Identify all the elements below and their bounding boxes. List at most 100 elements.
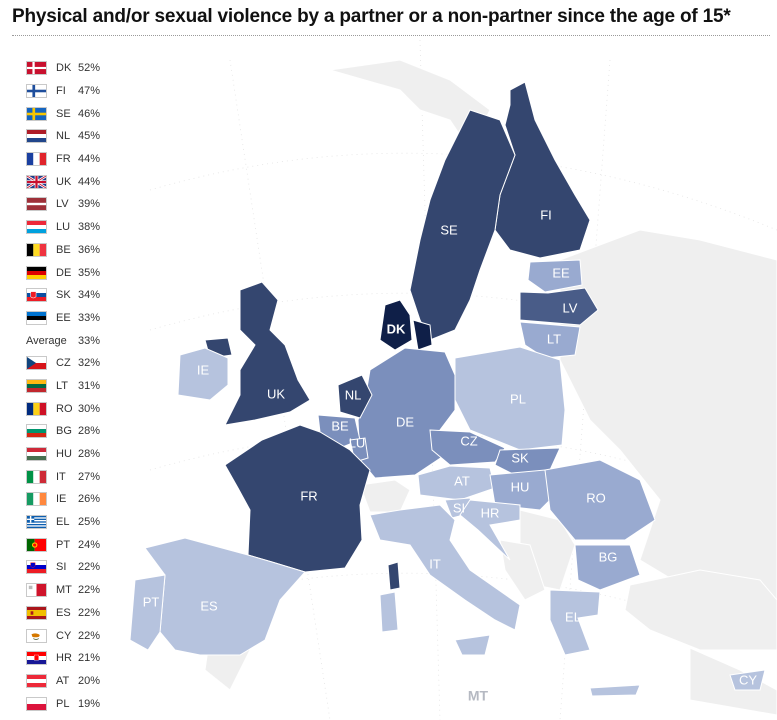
map-label-it: IT <box>429 556 441 571</box>
legend-value: 35% <box>78 266 101 279</box>
legend-country-code: DE <box>56 266 72 279</box>
legend-row: HU 28% <box>26 443 136 466</box>
region-ee[interactable] <box>527 259 583 293</box>
region-sicily[interactable] <box>454 634 491 656</box>
legend-country-code: SK <box>56 289 71 302</box>
flag-es-icon <box>26 605 47 620</box>
legend-value: 32% <box>78 357 101 370</box>
region-crete[interactable] <box>589 684 641 697</box>
legend-country-code: LT <box>56 379 69 392</box>
map-label-lv: LV <box>563 300 578 315</box>
map-label-es: ES <box>200 598 218 613</box>
flag-at-icon <box>26 673 47 688</box>
legend-list: DK 52% FI 47% SE 46% NL 45% FR 44% UK 44% LV 39% LU 38%… <box>26 57 136 715</box>
region-pl[interactable] <box>454 346 566 451</box>
legend-row: HR 21% <box>26 647 136 670</box>
region-cy[interactable] <box>729 669 766 691</box>
map-labels: FI SE EE LV LT DK PL DE NL BE LU UK IE F… <box>143 207 758 703</box>
legend-row: SI 22% <box>26 556 136 579</box>
legend-country-code: IT <box>56 470 66 483</box>
legend-value: 25% <box>78 516 101 529</box>
legend-value: 26% <box>78 493 101 506</box>
region-el[interactable] <box>549 589 601 656</box>
legend-row: ES 22% <box>26 602 136 625</box>
legend-country-code: UK <box>56 175 72 188</box>
legend-country-code: SE <box>56 107 71 120</box>
flag-nl-icon <box>26 129 47 144</box>
flag-cy-icon <box>26 628 47 643</box>
flag-cz-icon <box>26 356 47 371</box>
region-cz[interactable] <box>429 429 506 466</box>
legend-row: MT 22% <box>26 579 136 602</box>
region-ie[interactable] <box>177 347 229 401</box>
legend-country-code: FI <box>56 85 66 98</box>
legend-row: DE 35% <box>26 261 136 284</box>
region-fr[interactable] <box>224 424 371 573</box>
map-label-sk: SK <box>511 450 529 465</box>
legend-country-code: MT <box>56 584 72 597</box>
map-label-si: SI <box>453 500 465 515</box>
legend-row: SK 34% <box>26 284 136 307</box>
map-label-mt: MT <box>468 688 489 704</box>
chart-title: Physical and/or sexual violence by a par… <box>12 6 731 27</box>
legend-value: 39% <box>78 198 101 211</box>
region-de[interactable] <box>357 347 456 479</box>
map-label-lt: LT <box>547 331 561 346</box>
map-label-pt: PT <box>143 594 160 609</box>
legend-country-code: PL <box>56 697 70 710</box>
map-label-fr: FR <box>300 488 317 503</box>
region-se[interactable] <box>409 109 516 341</box>
legend-country-code: CY <box>56 629 72 642</box>
legend-country-code: RO <box>56 402 73 415</box>
region-sardinia[interactable] <box>379 591 399 633</box>
region-ro[interactable] <box>544 459 656 541</box>
legend-value: 47% <box>78 85 101 98</box>
legend-row: AT 20% <box>26 670 136 693</box>
legend-row: RO 30% <box>26 397 136 420</box>
region-lt[interactable] <box>519 321 581 359</box>
flag-de-icon <box>26 265 47 280</box>
flag-hu-icon <box>26 447 47 462</box>
region-lv[interactable] <box>519 287 599 326</box>
legend-value: 19% <box>78 697 101 710</box>
region-it[interactable] <box>369 504 521 631</box>
legend-row: FR 44% <box>26 148 136 171</box>
region-corsica[interactable] <box>387 561 401 591</box>
flag-ro-icon <box>26 401 47 416</box>
map-label-ro: RO <box>586 490 606 505</box>
legend-country-code: NL <box>56 130 71 143</box>
map-label-hr: HR <box>481 505 500 520</box>
flag-pl-icon <box>26 696 47 711</box>
legend-value: 22% <box>78 629 101 642</box>
legend-row: BG 28% <box>26 420 136 443</box>
region-bg[interactable] <box>574 544 641 591</box>
map-label-fi: FI <box>540 207 552 222</box>
flag-be-icon <box>26 242 47 257</box>
region-pt[interactable] <box>129 574 166 651</box>
legend-row: LV 39% <box>26 193 136 216</box>
region-uk[interactable] <box>224 281 311 426</box>
legend-country-code: HR <box>56 652 72 665</box>
legend-row: PL 19% <box>26 692 136 715</box>
legend-country-code: LV <box>56 198 69 211</box>
legend-value: 22% <box>78 584 101 597</box>
region-hr[interactable] <box>459 499 521 561</box>
legend-row: SE 46% <box>26 102 136 125</box>
region-dk-islands[interactable] <box>412 319 433 351</box>
region-fi[interactable] <box>494 81 591 259</box>
map-label-uk: UK <box>267 386 285 401</box>
legend-row: CZ 32% <box>26 352 136 375</box>
region-dk[interactable] <box>379 299 413 351</box>
eu-countries[interactable] <box>129 81 766 697</box>
region-nl[interactable] <box>337 374 373 419</box>
flag-it-icon <box>26 469 47 484</box>
legend-row: BE 36% <box>26 239 136 262</box>
legend-average-label: Average <box>26 334 67 347</box>
legend-value: 22% <box>78 606 101 619</box>
map-label-hu: HU <box>511 479 530 494</box>
legend-row: Average 33% <box>26 329 136 352</box>
legend-value: 46% <box>78 107 101 120</box>
map-label-se: SE <box>440 222 458 237</box>
legend-country-code: BE <box>56 243 71 256</box>
